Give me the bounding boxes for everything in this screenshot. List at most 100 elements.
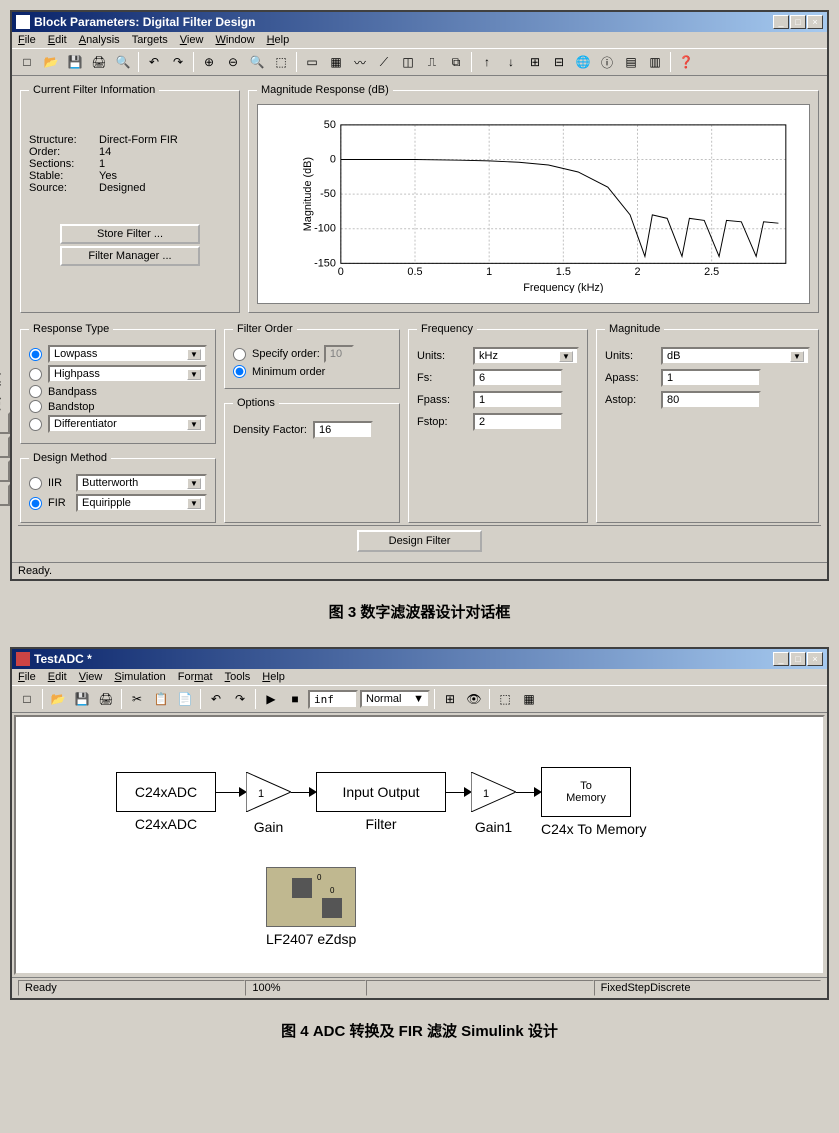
menu-window[interactable]: Window — [215, 34, 254, 46]
print-icon[interactable]: 🖨 — [88, 51, 110, 73]
tb-icon-13[interactable]: ▤ — [620, 51, 642, 73]
sim-cut-icon[interactable]: ✂ — [126, 688, 148, 710]
fullview-icon[interactable]: ⬚ — [270, 51, 292, 73]
gain-block[interactable]: 1 Gain — [246, 772, 291, 835]
filter-manager-button[interactable]: Filter Manager ... — [60, 246, 200, 266]
open-icon[interactable]: 📂 — [40, 51, 62, 73]
specify-order-radio[interactable] — [233, 348, 246, 361]
differentiator-radio[interactable] — [29, 418, 42, 431]
sim-minimize-button[interactable]: _ — [773, 652, 789, 666]
highpass-dropdown[interactable]: Highpass▼ — [48, 365, 207, 383]
iir-dropdown[interactable]: Butterworth▼ — [76, 474, 207, 492]
fpass-input[interactable] — [473, 391, 563, 409]
sim-open-icon[interactable]: 📂 — [47, 688, 69, 710]
tb-icon-11[interactable]: ⊟ — [548, 51, 570, 73]
minimum-order-radio[interactable] — [233, 365, 246, 378]
fs-input[interactable] — [473, 369, 563, 387]
memory-block[interactable]: ToMemory C24x To Memory — [541, 767, 647, 837]
tb-icon-7[interactable]: ⧉ — [445, 51, 467, 73]
sim-menu-tools[interactable]: Tools — [225, 671, 251, 683]
filter-block[interactable]: Input Output Filter — [316, 772, 446, 832]
menu-file[interactable]: File — [18, 34, 36, 46]
simulink-canvas[interactable]: C24xADC C24xADC 1 Gain Input Output Filt… — [14, 715, 825, 975]
density-input[interactable] — [313, 421, 373, 439]
store-filter-button[interactable]: Store Filter ... — [60, 224, 200, 244]
side-btn-1[interactable] — [0, 412, 10, 434]
printpreview-icon[interactable]: 🔍 — [112, 51, 134, 73]
tb-icon-3[interactable]: 〰 — [349, 51, 371, 73]
undo-icon[interactable]: ↶ — [143, 51, 165, 73]
bandpass-radio[interactable] — [29, 385, 42, 398]
tb-icon-12[interactable]: 🌐 — [572, 51, 594, 73]
sim-menu-simulation[interactable]: Simulation — [114, 671, 165, 683]
sim-menu-help[interactable]: Help — [262, 671, 285, 683]
sim-print-icon[interactable]: 🖨 — [95, 688, 117, 710]
sim-undo-icon[interactable]: ↶ — [205, 688, 227, 710]
sim-close-button[interactable]: × — [807, 652, 823, 666]
sim-menu-format[interactable]: Format — [178, 671, 213, 683]
zoomout-icon[interactable]: ⊖ — [222, 51, 244, 73]
help-icon[interactable]: ❓ — [675, 51, 697, 73]
sim-redo-icon[interactable]: ↷ — [229, 688, 251, 710]
new-icon[interactable]: □ — [16, 51, 38, 73]
tb-icon-5[interactable]: ◫ — [397, 51, 419, 73]
sim-play-icon[interactable]: ▶ — [260, 688, 282, 710]
mag-units-dropdown[interactable]: dB▼ — [661, 347, 810, 365]
differentiator-dropdown[interactable]: Differentiator▼ — [48, 415, 207, 433]
zoomin-icon[interactable]: ⊕ — [198, 51, 220, 73]
lowpass-dropdown[interactable]: Lowpass▼ — [48, 345, 207, 363]
design-filter-button[interactable]: Design Filter — [357, 530, 483, 552]
fir-radio[interactable] — [29, 497, 42, 510]
adc-block[interactable]: C24xADC C24xADC — [116, 772, 216, 832]
fir-dropdown[interactable]: Equiripple▼ — [76, 494, 207, 512]
sim-stoptime-input[interactable] — [308, 690, 358, 709]
tb-icon-9[interactable]: ↓ — [500, 51, 522, 73]
board-block[interactable]: 0 0 LF2407 eZdsp — [266, 867, 356, 947]
astop-input[interactable] — [661, 391, 761, 409]
sim-copy-icon[interactable]: 📋 — [150, 688, 172, 710]
gain1-block[interactable]: 1 Gain1 — [471, 772, 516, 835]
bandstop-radio[interactable] — [29, 400, 42, 413]
tb-icon-6[interactable]: ⎍ — [421, 51, 443, 73]
save-icon[interactable]: 💾 — [64, 51, 86, 73]
sim-menu-file[interactable]: File — [18, 671, 36, 683]
sim-maximize-button[interactable]: □ — [790, 652, 806, 666]
fstop-input[interactable] — [473, 413, 563, 431]
tb-icon-2[interactable]: ▦ — [325, 51, 347, 73]
freq-units-dropdown[interactable]: kHz▼ — [473, 347, 579, 365]
sim-mode-dropdown[interactable]: Normal▼ — [360, 690, 430, 708]
minimize-button[interactable]: _ — [773, 15, 789, 29]
maximize-button[interactable]: □ — [790, 15, 806, 29]
menu-targets[interactable]: Targets — [132, 34, 168, 46]
iir-radio[interactable] — [29, 477, 42, 490]
menu-analysis[interactable]: Analysis — [79, 34, 120, 46]
sim-tb-icon-4[interactable]: ▦ — [518, 688, 540, 710]
sim-menu-view[interactable]: View — [79, 671, 103, 683]
sim-paste-icon[interactable]: 📄 — [174, 688, 196, 710]
tb-icon-4[interactable]: ⟋ — [373, 51, 395, 73]
sim-tb-icon-3[interactable]: ⬚ — [494, 688, 516, 710]
tb-icon-8[interactable]: ↑ — [476, 51, 498, 73]
sim-new-icon[interactable]: □ — [16, 688, 38, 710]
sim-menu-edit[interactable]: Edit — [48, 671, 67, 683]
highpass-radio[interactable] — [29, 368, 42, 381]
menu-help[interactable]: Help — [267, 34, 290, 46]
sim-save-icon[interactable]: 💾 — [71, 688, 93, 710]
side-btn-4[interactable] — [0, 484, 10, 506]
close-button[interactable]: × — [807, 15, 823, 29]
tb-icon-10[interactable]: ⊞ — [524, 51, 546, 73]
side-btn-3[interactable] — [0, 460, 10, 482]
tb-icon-14[interactable]: ▥ — [644, 51, 666, 73]
tb-icon-1[interactable]: ▭ — [301, 51, 323, 73]
redo-icon[interactable]: ↷ — [167, 51, 189, 73]
sim-tb-icon-1[interactable]: ⊞ — [439, 688, 461, 710]
info-icon[interactable]: ⓘ — [596, 51, 618, 73]
side-btn-2[interactable] — [0, 436, 10, 458]
zoom-icon[interactable]: 🔍 — [246, 51, 268, 73]
lowpass-radio[interactable] — [29, 348, 42, 361]
apass-input[interactable] — [661, 369, 761, 387]
sim-stop-icon[interactable]: ■ — [284, 688, 306, 710]
menu-view[interactable]: View — [180, 34, 204, 46]
menu-edit[interactable]: Edit — [48, 34, 67, 46]
sim-tb-icon-2[interactable]: 👁 — [463, 688, 485, 710]
